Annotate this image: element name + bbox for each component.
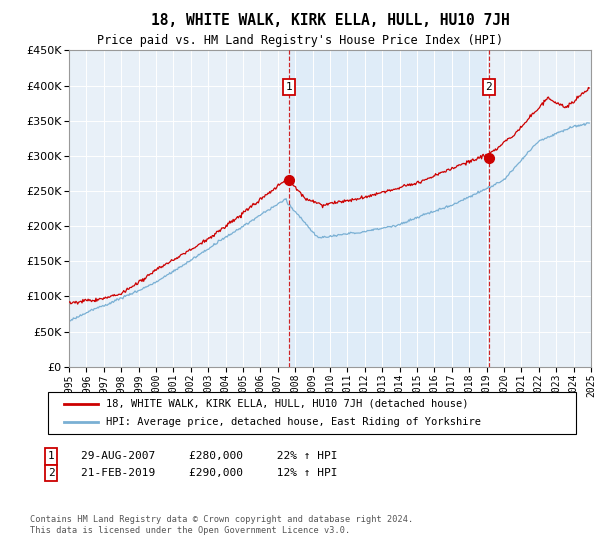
Text: Contains HM Land Registry data © Crown copyright and database right 2024.: Contains HM Land Registry data © Crown c… (30, 515, 413, 524)
Text: HPI: Average price, detached house, East Riding of Yorkshire: HPI: Average price, detached house, East… (106, 417, 481, 427)
Text: 2: 2 (485, 82, 492, 92)
Text: 18, WHITE WALK, KIRK ELLA, HULL, HU10 7JH (detached house): 18, WHITE WALK, KIRK ELLA, HULL, HU10 7J… (106, 399, 469, 409)
Text: 2: 2 (47, 468, 55, 478)
FancyBboxPatch shape (48, 392, 576, 434)
Text: Price paid vs. HM Land Registry's House Price Index (HPI): Price paid vs. HM Land Registry's House … (97, 34, 503, 48)
Text: 29-AUG-2007     £280,000     22% ↑ HPI: 29-AUG-2007 £280,000 22% ↑ HPI (81, 451, 337, 461)
Title: 18, WHITE WALK, KIRK ELLA, HULL, HU10 7JH: 18, WHITE WALK, KIRK ELLA, HULL, HU10 7J… (151, 13, 509, 29)
Text: This data is licensed under the Open Government Licence v3.0.: This data is licensed under the Open Gov… (30, 526, 350, 535)
Bar (289, 50, 488, 367)
Text: 1: 1 (47, 451, 55, 461)
Text: 1: 1 (286, 82, 292, 92)
Text: 21-FEB-2019     £290,000     12% ↑ HPI: 21-FEB-2019 £290,000 12% ↑ HPI (81, 468, 337, 478)
